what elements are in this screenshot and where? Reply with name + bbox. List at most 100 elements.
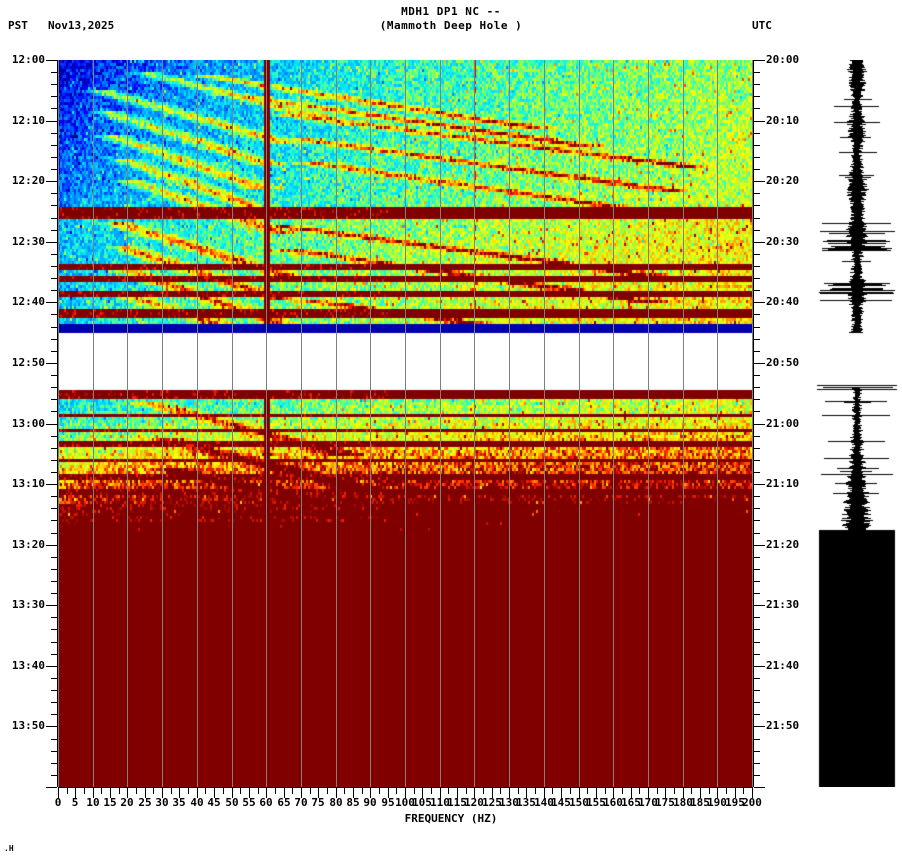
tick-left-110 [46,726,57,727]
freq-tick-42.5 [205,787,206,794]
tick-right-32 [754,254,760,255]
tick-right-100 [754,666,765,667]
freq-tick-75 [318,787,319,798]
freq-tick-45 [214,787,215,798]
tick-right-76 [754,520,760,521]
tick-right-2 [754,72,760,73]
tick-left-64 [51,448,57,449]
tick-left-86 [51,581,57,582]
tick-right-26 [754,218,760,219]
tick-right-6 [754,96,760,97]
tick-right-92 [754,617,760,618]
freq-tick-175 [665,787,666,798]
time-label-pst-5: 12:50 [11,356,45,369]
freq-tick-92.5 [379,787,380,794]
tick-right-116 [754,763,760,764]
freq-label-35: 35 [172,796,186,809]
tick-right-28 [754,230,760,231]
tick-left-18 [51,169,57,170]
freq-tick-195 [735,787,736,798]
tick-right-14 [754,145,760,146]
freq-tick-65 [284,787,285,798]
tick-left-106 [51,702,57,703]
tick-left-48 [51,351,57,352]
tick-right-24 [754,205,760,206]
tick-left-26 [51,218,57,219]
freq-label-40: 40 [190,796,204,809]
freq-tick-150 [579,787,580,798]
tick-left-58 [51,411,57,412]
freq-tick-140 [544,787,545,798]
freq-tick-2.5 [67,787,68,794]
time-label-pst-11: 13:50 [11,719,45,732]
freq-tick-82.5 [344,787,345,794]
freq-tick-177.5 [674,787,675,794]
freq-tick-127.5 [500,787,501,794]
tick-left-120 [46,787,57,788]
tick-right-84 [754,569,760,570]
freq-tick-102.5 [414,787,415,794]
tick-right-120 [754,787,765,788]
timezone-label-right: UTC [752,19,772,32]
time-label-utc-7: 21:10 [766,477,800,490]
freq-tick-130 [509,787,510,798]
tick-right-114 [754,751,760,752]
spectrogram-plot-area [58,60,753,787]
time-label-pst-8: 13:20 [11,538,45,551]
tick-left-112 [51,739,57,740]
tick-left-8 [51,108,57,109]
tick-right-54 [754,387,760,388]
freq-label-180: 180 [673,796,693,809]
freq-tick-192.5 [726,787,727,794]
tick-left-22 [51,193,57,194]
tick-left-76 [51,520,57,521]
tick-right-48 [754,351,760,352]
tick-right-110 [754,726,765,727]
freq-tick-50 [232,787,233,798]
freq-label-100: 100 [395,796,415,809]
time-label-utc-3: 20:30 [766,235,800,248]
freq-label-50: 50 [225,796,239,809]
time-axis-utc: 20:00 20:10 20:20 20:30 20:40 20:50 21:00 21:10… [753,54,799,788]
tick-left-52 [51,375,57,376]
freq-tick-165 [631,787,632,798]
tick-left-104 [51,690,57,691]
tick-left-108 [51,714,57,715]
freq-tick-80 [336,787,337,798]
tick-right-42 [754,314,760,315]
tick-right-50 [754,363,765,364]
freq-label-160: 160 [603,796,623,809]
tick-right-90 [754,605,765,606]
freq-label-130: 130 [499,796,519,809]
freq-tick-7.5 [84,787,85,794]
tick-right-30 [754,242,765,243]
time-label-utc-9: 21:30 [766,598,800,611]
time-label-pst-3: 12:30 [11,235,45,248]
time-label-pst-6: 13:00 [11,417,45,430]
freq-tick-142.5 [552,787,553,794]
tick-left-56 [51,399,57,400]
time-label-pst-9: 13:30 [11,598,45,611]
freq-label-120: 120 [464,796,484,809]
freq-tick-67.5 [292,787,293,794]
freq-label-85: 85 [346,796,360,809]
tick-left-34 [51,266,57,267]
freq-label-115: 115 [447,796,467,809]
time-label-utc-11: 21:50 [766,719,800,732]
freq-label-70: 70 [294,796,308,809]
freq-tick-47.5 [223,787,224,794]
time-label-utc-4: 20:40 [766,295,800,308]
tick-left-6 [51,96,57,97]
freq-tick-180 [683,787,684,798]
freq-label-155: 155 [586,796,606,809]
freq-tick-137.5 [535,787,536,794]
tick-right-16 [754,157,760,158]
freq-label-140: 140 [534,796,554,809]
tick-right-12 [754,133,760,134]
timezone-label-left: PST [8,19,28,32]
freq-tick-172.5 [657,787,658,794]
time-label-utc-8: 21:20 [766,538,800,551]
freq-tick-70 [301,787,302,798]
tick-right-60 [754,424,765,425]
freq-tick-105 [422,787,423,798]
